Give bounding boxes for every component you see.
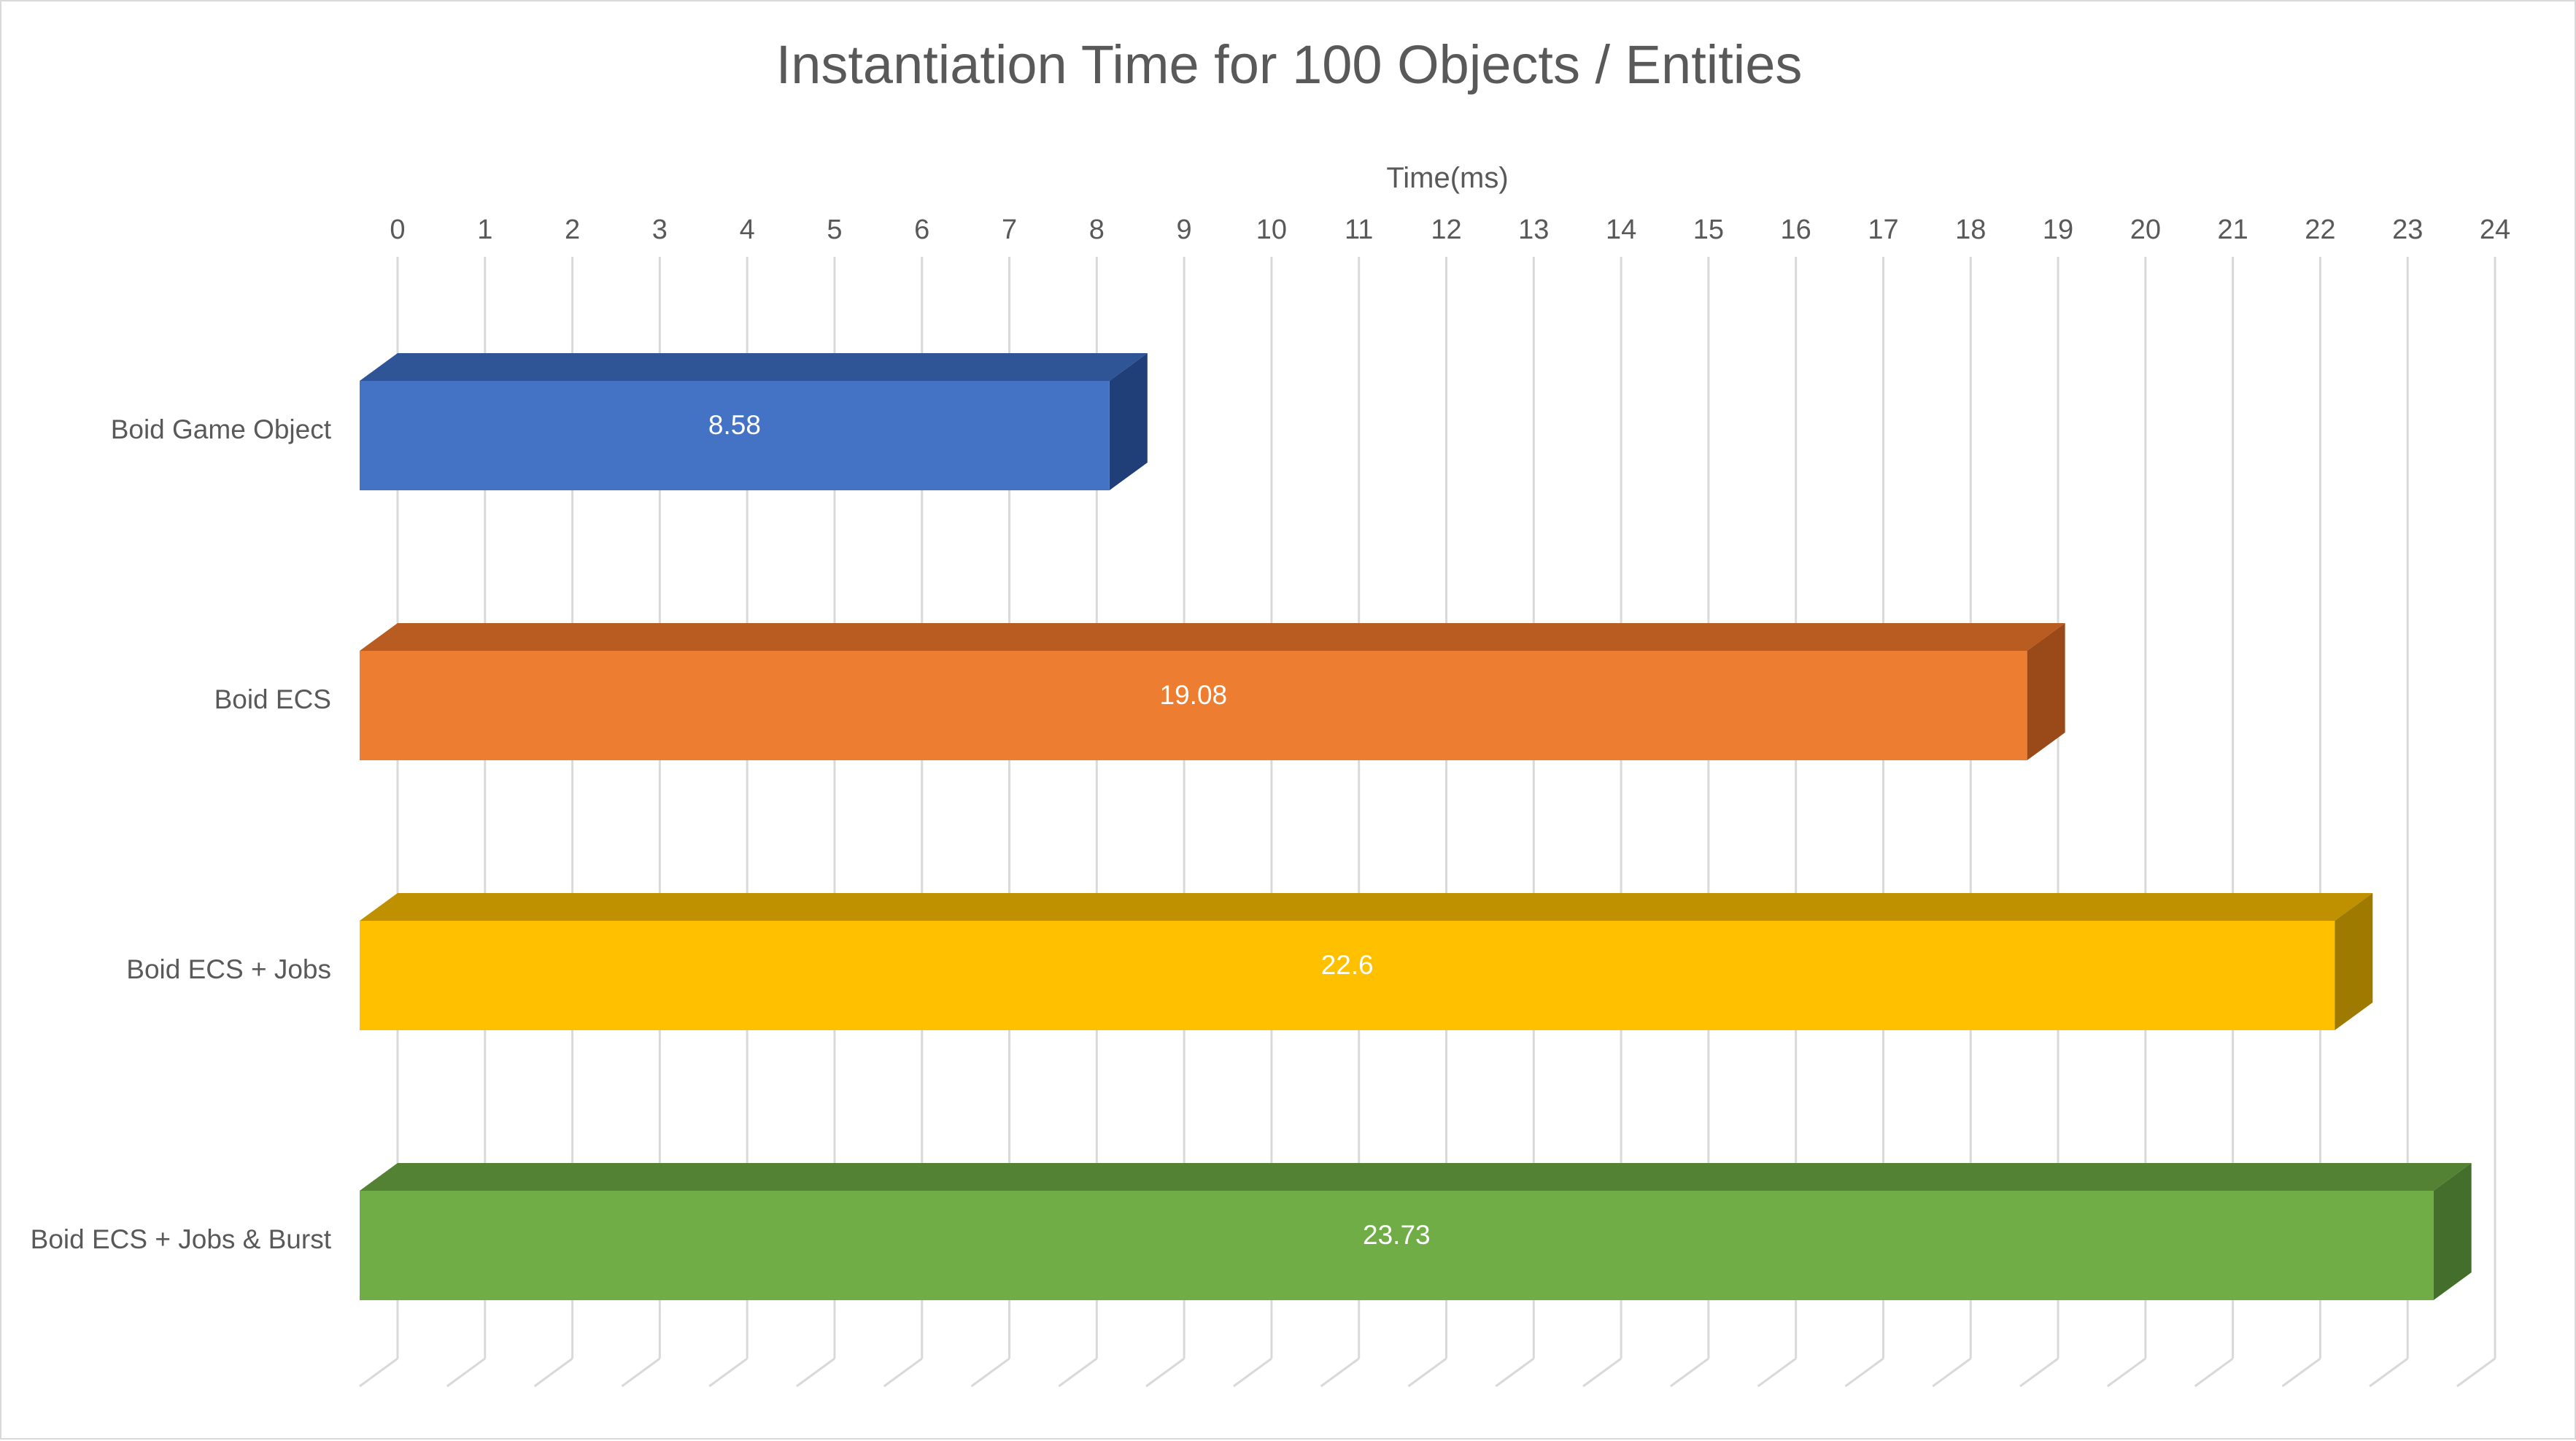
data-label: 19.08 <box>1160 680 1228 710</box>
x-tick-label: 4 <box>740 215 755 245</box>
bar-front-face <box>360 921 2335 1030</box>
floor-gridline <box>1495 1357 1535 1388</box>
floor-gridline <box>2369 1357 2409 1388</box>
x-tick-label: 3 <box>652 215 668 245</box>
x-tick-label: 17 <box>1868 215 1898 245</box>
bar-top-face <box>360 893 2373 921</box>
bar-side-face <box>2433 1163 2472 1300</box>
x-tick-label: 19 <box>2043 215 2073 245</box>
x-tick-label: 20 <box>2130 215 2161 245</box>
category-label: Boid ECS <box>214 684 331 714</box>
x-axis-ticks: 0 1 2 3 4 5 6 7 8 9 10 11 12 13 14 15 16 17 18 19 20 21 22 23 24 <box>390 215 2510 245</box>
x-axis-title: Time(ms) <box>1386 162 1508 194</box>
floor-gridline <box>1844 1357 1884 1388</box>
x-tick-label: 2 <box>565 215 580 245</box>
floor-gridline <box>1932 1357 1972 1388</box>
x-tick-label: 10 <box>1256 215 1287 245</box>
category-label: Boid ECS + Jobs <box>126 954 331 984</box>
floor-gridline <box>446 1357 486 1388</box>
x-tick-label: 7 <box>1002 215 1017 245</box>
x-tick-label: 14 <box>1606 215 1636 245</box>
x-tick-label: 1 <box>477 215 492 245</box>
bar-front-face <box>360 651 2027 760</box>
x-tick-label: 16 <box>1781 215 1811 245</box>
x-tick-label: 23 <box>2392 215 2423 245</box>
bar <box>360 623 2065 760</box>
x-tick-label: 9 <box>1177 215 1192 245</box>
x-tick-label: 8 <box>1089 215 1105 245</box>
x-tick-label: 11 <box>1345 215 1373 245</box>
floor-gridline <box>1582 1357 1622 1388</box>
floor-gridline <box>1669 1357 1709 1388</box>
bar <box>360 1163 2472 1300</box>
data-label: 23.73 <box>1363 1220 1431 1250</box>
bar <box>360 893 2373 1030</box>
floor-gridline <box>1407 1357 1447 1388</box>
floor-gridline <box>621 1357 661 1388</box>
bar-front-face <box>360 381 1110 490</box>
category-labels: Boid Game Object Boid ECS Boid ECS + Jobs B… <box>31 414 332 1254</box>
x-tick-label: 24 <box>2480 215 2510 245</box>
bars <box>360 353 2472 1300</box>
bar-side-face <box>1109 353 1148 490</box>
data-label: 8.58 <box>708 410 761 440</box>
x-tick-label: 0 <box>390 215 405 245</box>
floor-gridline <box>1757 1357 1797 1388</box>
floor-gridline <box>1058 1357 1098 1388</box>
bar-front-face <box>360 1191 2434 1300</box>
data-label: 22.6 <box>1321 950 1374 980</box>
bar-side-face <box>2335 893 2373 1030</box>
data-labels: 8.58 19.08 22.6 23.73 <box>708 410 1431 1250</box>
floor-gridline <box>708 1357 749 1388</box>
bar-top-face <box>360 353 1148 381</box>
floor-gridline <box>1233 1357 1272 1388</box>
floor-gridline <box>796 1357 835 1388</box>
chart-title: Instantiation Time for 100 Objects / Ent… <box>776 34 1803 95</box>
floor-gridline <box>970 1357 1010 1388</box>
x-tick-label: 21 <box>2217 215 2248 245</box>
bar <box>360 353 1148 490</box>
x-tick-label: 13 <box>1518 215 1549 245</box>
bar-top-face <box>360 623 2065 651</box>
floor-gridline <box>1145 1357 1185 1388</box>
floor-gridline <box>359 1357 398 1388</box>
x-tick-label: 12 <box>1431 215 1461 245</box>
x-tick-label: 22 <box>2305 215 2335 245</box>
floor-gridline <box>2281 1357 2321 1388</box>
x-tick-label: 18 <box>1955 215 1986 245</box>
category-label: Boid Game Object <box>111 414 332 444</box>
x-tick-label: 15 <box>1693 215 1724 245</box>
floor-gridline <box>2106 1357 2146 1388</box>
floor-gridline <box>533 1357 573 1388</box>
bar-top-face <box>360 1163 2472 1191</box>
floor-gridline <box>883 1357 923 1388</box>
x-tick-label: 5 <box>827 215 842 245</box>
floor-gridline <box>2194 1357 2234 1388</box>
floor-gridline <box>2456 1357 2496 1388</box>
category-label: Boid ECS + Jobs & Burst <box>31 1224 332 1254</box>
floor-gridline <box>2019 1357 2059 1388</box>
x-tick-label: 6 <box>914 215 929 245</box>
bar-side-face <box>2027 623 2065 760</box>
floor-gridline <box>1320 1357 1360 1388</box>
